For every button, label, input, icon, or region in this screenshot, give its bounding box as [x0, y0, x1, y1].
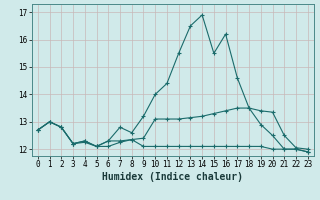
X-axis label: Humidex (Indice chaleur): Humidex (Indice chaleur) — [102, 172, 243, 182]
